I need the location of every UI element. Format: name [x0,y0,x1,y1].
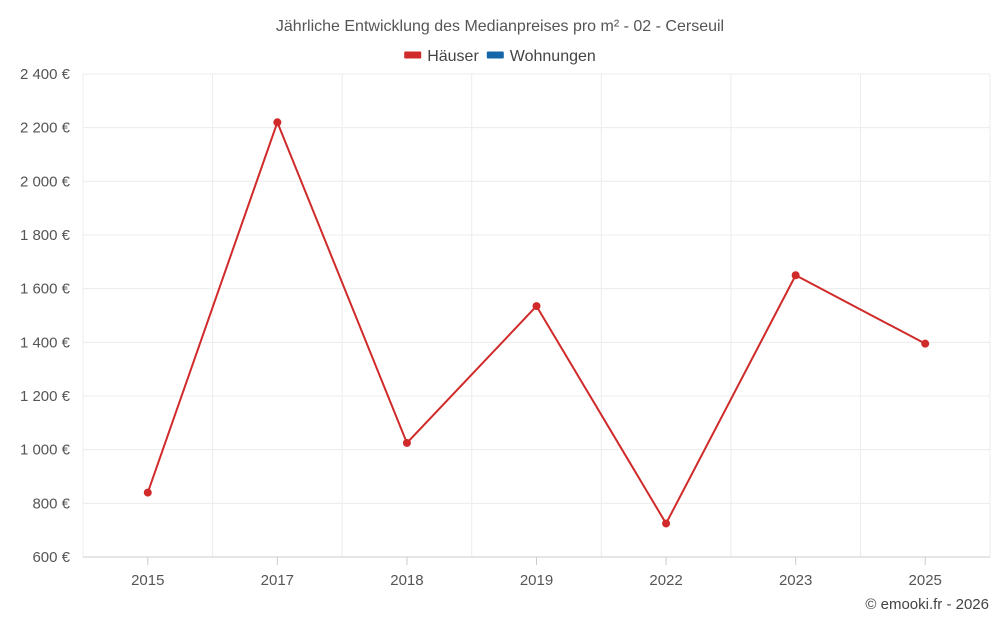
x-tick-label: 2018 [390,572,423,589]
y-tick-label: 600 € [32,549,70,566]
legend: Häuser Wohnungen [404,48,596,65]
y-tick-label: 1 000 € [20,442,71,459]
series-line [146,121,926,525]
y-tick-label: 800 € [32,495,70,512]
x-tick-label: 2025 [909,572,942,589]
legend-label: Wohnungen [510,48,596,65]
y-tick-label: 1 600 € [20,281,71,298]
data-point[interactable] [791,271,800,280]
data-point[interactable] [662,519,671,528]
data-point[interactable] [143,488,152,497]
legend-swatch [486,51,504,59]
legend-item[interactable]: Wohnungen [486,48,596,65]
chart-title: Jährliche Entwicklung des Medianpreises … [276,18,724,35]
x-tick-label: 2019 [520,572,553,589]
y-tick-label: 2 200 € [20,120,71,137]
legend-label: Häuser [427,48,479,65]
y-tick-label: 2 000 € [20,173,71,190]
x-tick-label: 2017 [261,572,294,589]
data-point[interactable] [921,339,930,348]
y-tick-label: 1 800 € [20,227,71,244]
data-point[interactable] [532,302,541,311]
grid-lines [82,73,991,557]
data-point[interactable] [273,118,282,127]
axes: 600 € 800 € 1 000 € 1 200 € 1 400 € 1 600 € 1 … [20,66,990,589]
legend-swatch [404,51,422,59]
series-layer [143,118,930,528]
y-tick-label: 1 400 € [20,334,71,351]
data-point[interactable] [402,438,411,447]
x-tick-label: 2015 [131,572,164,589]
credit-text: © emooki.fr - 2026 [865,596,989,613]
y-tick-label: 1 200 € [20,388,71,405]
y-tick-label: 2 400 € [20,66,71,83]
x-tick-label: 2023 [779,572,812,589]
legend-item[interactable]: Häuser [404,48,479,65]
x-tick-label: 2022 [649,572,682,589]
